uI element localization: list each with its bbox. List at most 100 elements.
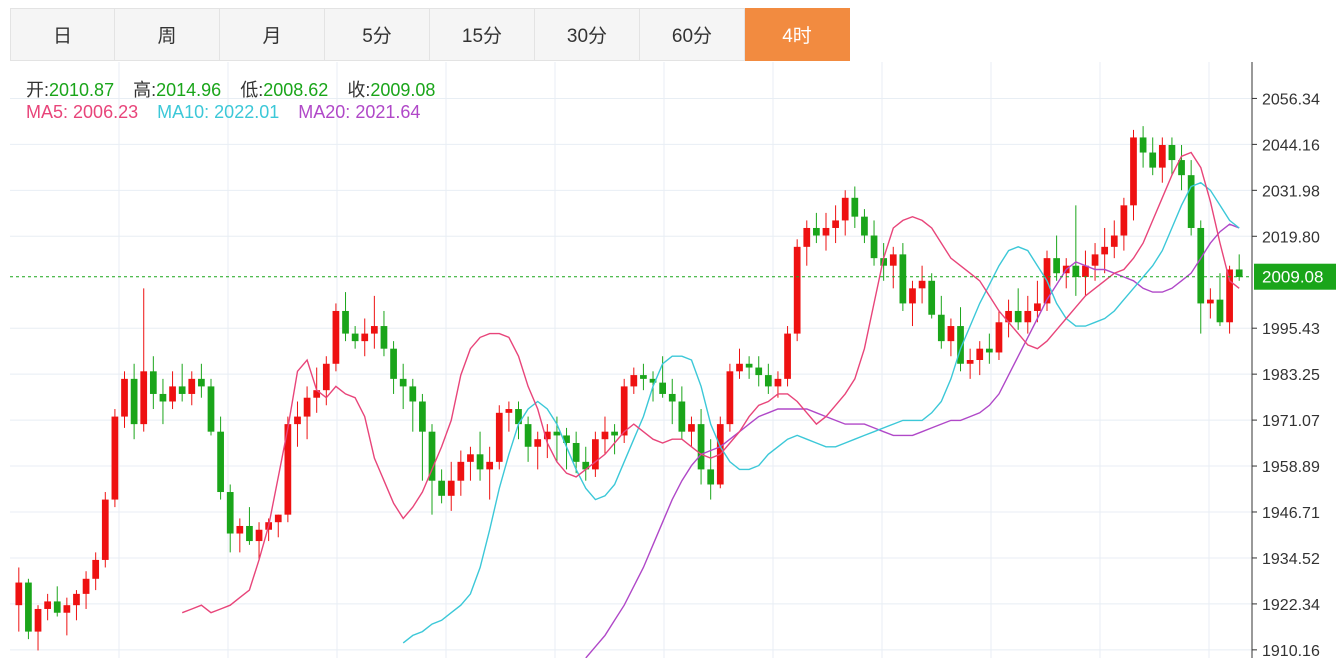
ma20-legend: MA20: 2021.64 [298,102,420,122]
candle-body [947,326,955,342]
candle-body [543,431,551,440]
candle-body [1139,137,1147,153]
tab-0[interactable]: 日 [10,8,115,61]
candle-body [303,397,311,417]
y-tick-label: 1995.43 [1262,321,1320,338]
candle-body [457,461,465,481]
candle-body [582,461,590,470]
candlestick-chart: 2056.34 2044.16 2031.98 2019.80 1995.43 1983.… [10,62,1337,658]
candle-body [563,435,570,443]
candle-body [813,227,820,236]
candle-body [957,326,964,364]
candle-body [793,246,801,334]
tab-5[interactable]: 30分 [535,8,640,61]
candle-body [246,525,253,542]
candle-body [322,363,330,391]
candle-body [476,454,484,470]
close-value: 2009.08 [370,80,436,100]
candle-body [1091,254,1099,266]
candle-body [217,431,224,493]
open-value: 2010.87 [49,80,115,100]
tab-2[interactable]: 月 [220,8,325,61]
candle-body [774,378,782,387]
y-tick-label: 2056.34 [1262,91,1320,108]
candle-body [832,220,839,228]
candle-body [889,254,897,266]
y-tick-label: 1946.71 [1262,505,1320,522]
y-tick-label: 1922.34 [1262,597,1320,614]
candle-body [409,386,417,402]
candle-body [236,525,244,534]
candle-body [899,254,907,304]
y-tick-label: 2019.80 [1262,229,1320,246]
candle-body [1053,258,1060,274]
candle-body [390,348,397,379]
candle-body [140,371,148,425]
current-price-label: 2009.08 [1262,268,1323,287]
candle-body [803,227,811,247]
candle-body [361,333,369,342]
y-tick-label: 1983.25 [1262,367,1320,384]
ma20-line [585,223,1240,658]
candle-body [25,582,32,632]
candle-body [178,386,186,394]
tab-1[interactable]: 周 [115,8,220,61]
candle-body [313,390,321,398]
period-tabs: 日周月 5分 15分 30分 60分 4时 [10,8,850,61]
y-tick-label: 1934.52 [1262,551,1320,568]
low-label: 低: [240,80,264,100]
candle-body [553,431,561,436]
ohlc-legend: 开:2010.87 高:2014.96 低:2008.62 收:2009.08 [26,76,449,102]
candle-body [1120,205,1128,236]
candle-body [380,326,388,349]
candle-body [976,348,984,360]
candle-body [524,424,532,447]
low-value: 2008.62 [263,80,329,100]
high-value: 2014.96 [156,80,222,100]
candle-body [1158,144,1166,168]
candle-body [92,559,100,579]
candle-body [861,216,868,236]
candle-body [668,393,676,402]
candle-body [63,605,71,613]
ma5-line [181,151,1240,614]
candle-body [640,375,647,379]
y-tick-label: 2031.98 [1262,183,1320,200]
candle-body [438,480,445,496]
tab-7[interactable]: 4时 [745,8,850,61]
candle-body [169,386,176,402]
candle-body [1072,265,1080,278]
tab-6[interactable]: 60分 [640,8,745,61]
candle-body [332,310,340,364]
candle-body [159,393,167,402]
candle-body [15,582,23,606]
y-tick-label: 1910.16 [1262,643,1320,658]
candle-body [1207,299,1214,304]
tab-4[interactable]: 15分 [430,8,535,61]
tab-3[interactable]: 5分 [325,8,430,61]
candle-body [1130,137,1137,206]
candle-body [736,363,743,372]
candle-body [495,412,503,462]
candle-body [678,401,686,432]
ma20-value: 2021.64 [355,102,421,122]
candle-body [764,375,772,387]
ma20-label: MA20: [298,102,351,122]
candle-body [101,499,109,560]
candle-body [44,601,51,609]
candle-body [294,416,301,425]
candle-body [53,601,61,613]
candle-body [207,386,215,432]
ma-legend: MA5: 2006.23 MA10: 2022.01 MA20: 2021.64 [26,102,434,123]
candle-body [918,280,926,289]
open-label: 开: [26,80,50,100]
candle-body [428,431,436,481]
candle-body [1149,152,1157,168]
candle-body [745,363,753,368]
candle-body [707,469,715,485]
ma10-line [402,181,1240,644]
candle-body [274,514,282,523]
high-label: 高: [133,80,157,100]
candle-body [784,333,791,379]
candle-body [121,378,128,417]
